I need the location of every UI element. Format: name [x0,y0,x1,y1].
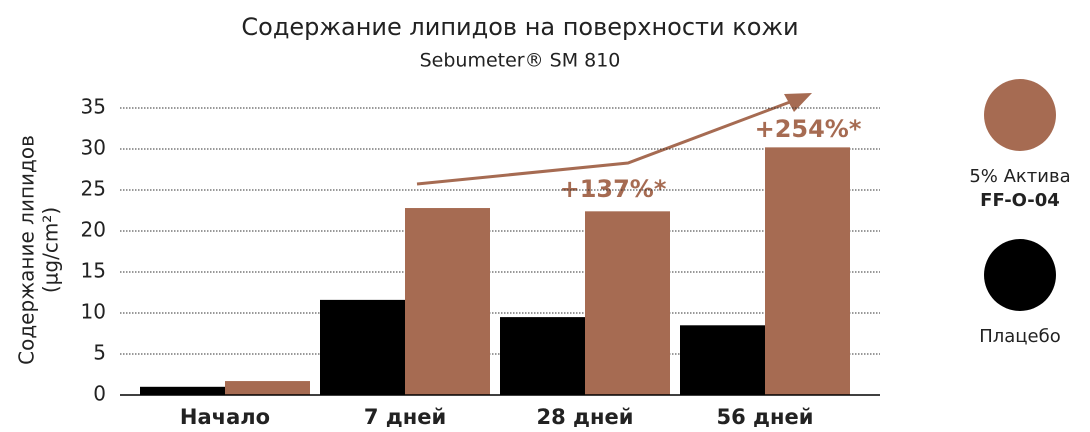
y-axis-label: Содержание липидов [15,135,39,365]
legend-swatch [984,79,1056,151]
bar [320,299,405,395]
bar [140,386,225,395]
y-tick-label: 10 [81,300,106,324]
bar [405,208,490,395]
y-axis-label: (µg/cm²) [39,207,63,293]
legend-label: 5% Актива [969,166,1070,187]
trend-arrow [416,93,812,186]
y-tick-label: 5 [93,341,106,365]
annotation: +137%* [560,175,667,203]
x-tick-label: 56 дней [717,405,814,429]
bar [765,147,850,395]
y-tick-label: 30 [81,136,106,160]
legend-label: Плацебо [979,326,1061,347]
bar [585,211,670,395]
chart-title: Содержание липидов на поверхности кожи [241,13,798,41]
x-tick-label: Начало [180,405,270,429]
legend-label: FF-O-04 [980,190,1060,211]
bar [680,325,765,395]
y-tick-label: 35 [81,95,106,119]
x-tick-label: 7 дней [364,405,446,429]
annotation: +254%* [755,115,862,143]
y-tick-label: 15 [81,259,106,283]
chart-subtitle: Sebumeter® SM 810 [420,50,621,72]
y-tick-label: 0 [93,382,106,406]
arrow-head [784,93,812,112]
x-tick-label: 28 дней [537,405,634,429]
legend-swatch [984,239,1056,311]
trend-line [416,100,791,186]
y-tick-label: 25 [81,177,106,201]
bar [500,317,585,395]
bar [225,381,310,395]
y-tick-label: 20 [81,218,106,242]
